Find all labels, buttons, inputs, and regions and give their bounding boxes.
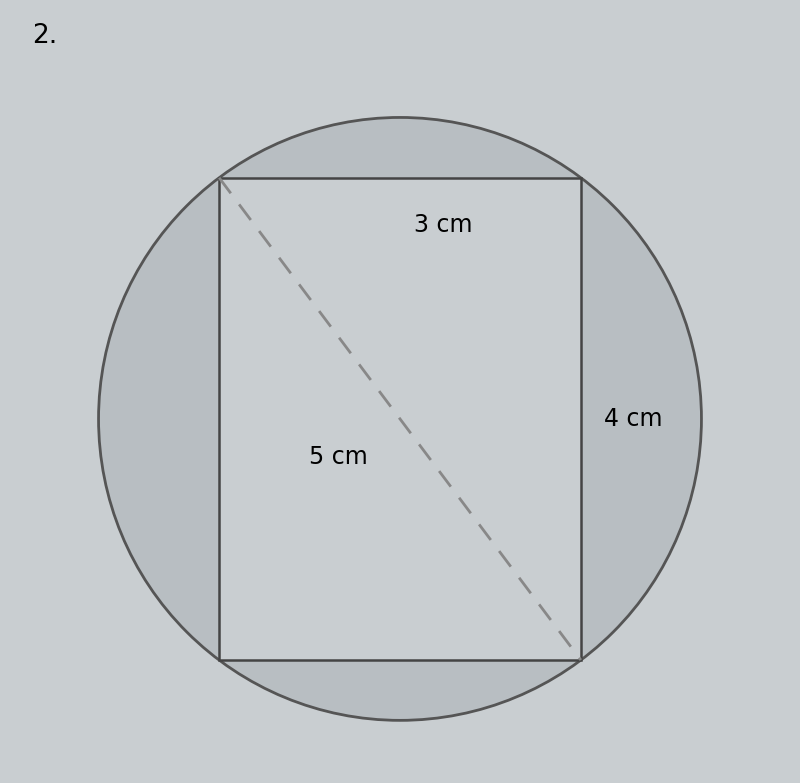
Text: 2.: 2. (32, 23, 58, 49)
Bar (219, 178, 581, 660)
Text: 5 cm: 5 cm (309, 446, 368, 470)
Text: 4 cm: 4 cm (604, 407, 663, 431)
Circle shape (98, 117, 702, 720)
Text: 3 cm: 3 cm (414, 213, 473, 237)
